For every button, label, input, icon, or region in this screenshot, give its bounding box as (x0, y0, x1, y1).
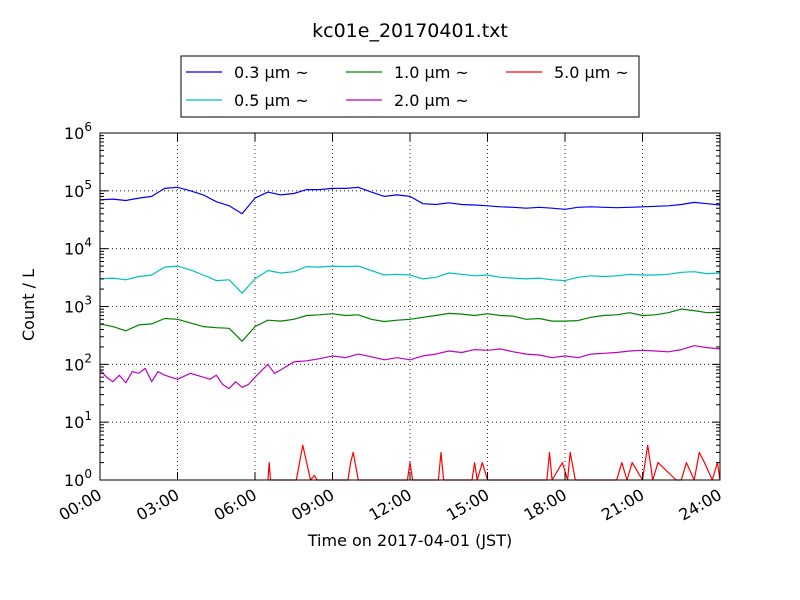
y-tick-label: 105 (64, 178, 92, 201)
plot-frame (99, 132, 721, 481)
legend-label-3: 2.0 μm ~ (394, 91, 469, 110)
legend-label-4: 5.0 μm ~ (554, 63, 629, 82)
y-tick-label: 104 (64, 236, 92, 259)
legend-label-0: 0.3 μm ~ (234, 63, 309, 82)
y-tick-label: 106 (64, 120, 92, 143)
legend: 0.3 μm ~ 0.5 μm ~ 1.0 μm ~ 2.0 μm ~ 5.0 μm ~ (180, 55, 640, 118)
y-tick-label: 100 (64, 467, 92, 490)
x-tick-label: 00:00 (56, 485, 105, 525)
series-line-3 (99, 345, 721, 390)
legend-box (180, 55, 640, 118)
y-axis-title: Count / L (19, 269, 38, 341)
x-tick-label: 18:00 (521, 485, 570, 525)
x-axis-title: Time on 2017-04-01 (JST) (307, 531, 512, 550)
y-tick-label: 101 (64, 409, 92, 432)
series-line-0 (99, 186, 721, 215)
chart-title: kc01e_20170401.txt (312, 20, 508, 42)
legend-label-2: 1.0 μm ~ (394, 63, 469, 82)
x-tick-label: 03:00 (133, 485, 182, 525)
y-tick-labels: 100 101 102 103 104 105 106 (64, 120, 92, 490)
x-tick-label: 21:00 (598, 485, 647, 525)
x-tick-label: 12:00 (366, 485, 415, 525)
series-line-2 (99, 308, 721, 342)
axes (99, 132, 721, 481)
x-tick-labels: 00:00 03:00 06:00 09:00 12:00 15:00 18:00 21:00… (56, 485, 725, 525)
x-tick-label: 15:00 (443, 485, 492, 525)
y-tick-label: 103 (64, 294, 92, 317)
x-tick-label: 06:00 (211, 485, 260, 525)
series-line-4 (267, 444, 721, 481)
x-tick-label: 09:00 (288, 485, 337, 525)
grid (100, 133, 720, 480)
y-tick-label: 102 (64, 351, 92, 374)
series-line-1 (99, 265, 721, 294)
legend-label-1: 0.5 μm ~ (234, 91, 309, 110)
x-tick-label: 24:00 (676, 485, 725, 525)
